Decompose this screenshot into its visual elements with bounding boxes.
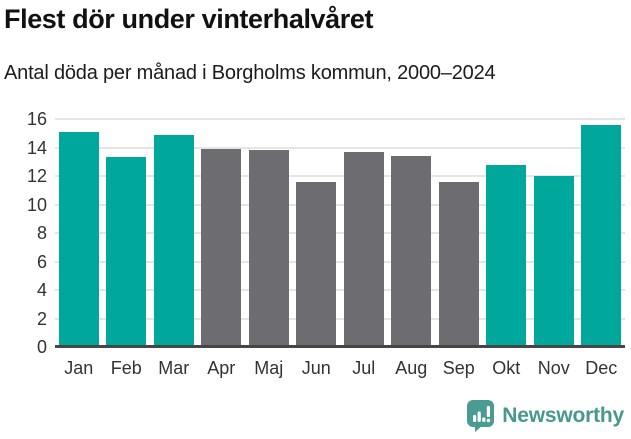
plot-area	[55, 118, 625, 347]
y-tick-label-2: 2	[36, 308, 47, 329]
x-tick-label-jul: Jul	[352, 358, 376, 378]
x-tick-label-aug: Aug	[395, 358, 428, 378]
x-axis-line	[55, 345, 625, 348]
bar-aug	[391, 156, 432, 347]
chart-title: Flest dör under vinterhalvåret	[4, 4, 374, 34]
bar-dec	[581, 124, 622, 347]
x-tick-label-maj: Maj	[254, 358, 284, 378]
bar-okt	[486, 164, 527, 347]
x-tick-label-dec: Dec	[585, 358, 618, 378]
gridline-y-16	[55, 118, 625, 120]
y-tick-label-16: 16	[26, 109, 47, 129]
y-tick-label-8: 8	[36, 223, 47, 243]
gridline-y-4	[55, 289, 625, 291]
newsworthy-badge-icon	[467, 400, 495, 432]
y-tick-label-4: 4	[36, 280, 47, 300]
x-tick-label-apr: Apr	[207, 358, 236, 378]
y-tick-label-10: 10	[26, 194, 47, 215]
y-tick-label-0: 0	[36, 337, 47, 357]
gridline-y-2	[55, 317, 625, 320]
x-tick-label-jan: Jan	[64, 358, 94, 378]
bar-maj	[248, 150, 289, 347]
bar-mar	[153, 134, 194, 347]
gridline-y-14	[55, 146, 625, 149]
x-tick-label-feb: Feb	[110, 358, 142, 378]
x-tick-label-jun: Jun	[301, 358, 331, 378]
bar-jan	[58, 131, 99, 347]
y-tick-label-6: 6	[36, 251, 47, 272]
gridline-y-8	[55, 232, 625, 234]
gridline-y-12	[55, 175, 625, 177]
x-tick-label-okt: Okt	[492, 358, 521, 378]
y-tick-label-12: 12	[26, 166, 47, 186]
newsworthy-wordmark: Newsworthy	[502, 404, 624, 427]
bar-jun	[296, 181, 337, 347]
bar-sep	[438, 181, 479, 347]
newsworthy-branding: Newsworthy	[466, 399, 624, 433]
bar-feb	[106, 157, 147, 347]
y-tick-label-14: 14	[26, 137, 47, 158]
x-tick-label-sep: Sep	[442, 358, 475, 378]
x-tick-label-nov: Nov	[537, 358, 570, 378]
x-tick-label-mar: Mar	[158, 358, 190, 378]
bar-nov	[533, 176, 574, 347]
chart-subtitle: Antal döda per månad i Borgholms kommun,…	[4, 62, 496, 84]
bar-apr	[201, 148, 242, 347]
gridline-y-10	[55, 203, 625, 206]
gridline-y-6	[55, 260, 625, 263]
bar-jul	[343, 151, 384, 347]
